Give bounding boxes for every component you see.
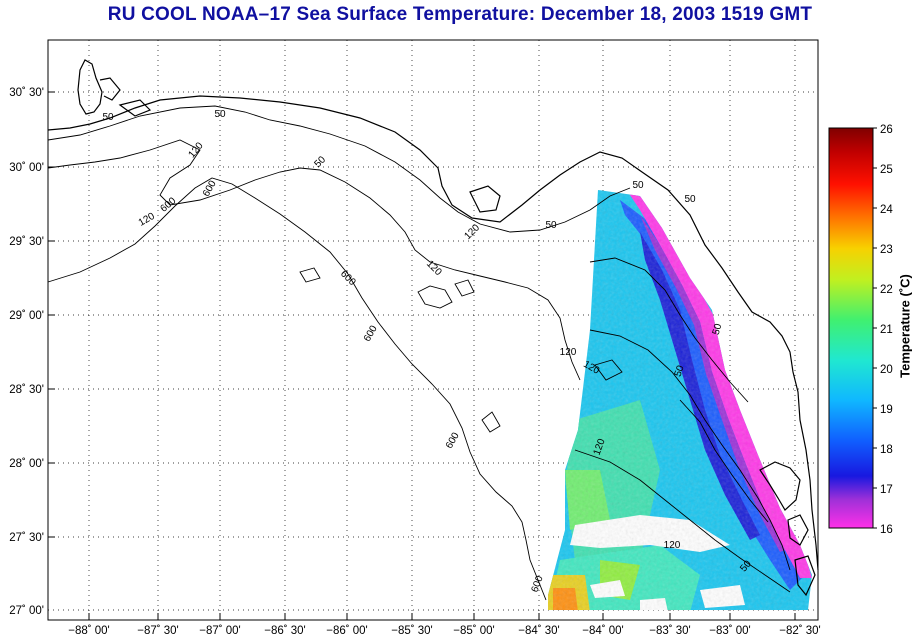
- longitude-tick-label: −83˚ 30': [649, 625, 691, 637]
- colorbar-tick-label: 17: [880, 484, 893, 496]
- latitude-tick-label: 30˚ 30': [9, 87, 44, 99]
- contour-depth-label: 120: [560, 347, 577, 358]
- contour-depth-label: 50: [673, 364, 687, 379]
- contour-depth-label: 120: [664, 540, 681, 551]
- contour-depth-label: 50: [545, 220, 557, 231]
- latitude-tick-label: 27˚ 30': [9, 532, 44, 544]
- latitude-labels: 30˚ 30' 30˚ 00' 29˚ 30' 29˚ 00' 28˚ 30' 28˚ 0…: [9, 87, 44, 617]
- colorbar-title: Temperature (˚C): [897, 274, 913, 378]
- latitude-tick-label: 29˚ 00': [9, 310, 44, 322]
- colorbar-scale: [828, 127, 874, 529]
- colorbar-tick-label: 24: [880, 204, 893, 216]
- latitude-tick-label: 29˚ 30': [9, 236, 44, 248]
- bathymetry-contours: [47, 105, 791, 601]
- longitude-tick-label: −86˚ 00': [326, 625, 368, 637]
- longitude-labels: −88˚ 00' −87˚ 30' −87˚ 00' −86˚ 30' −86˚ 00'…: [68, 625, 821, 637]
- colorbar-tick-label: 20: [880, 364, 893, 376]
- colorbar-tick-labels: 26 25 24 23 22 21 20 19 18 17 16: [873, 124, 893, 536]
- longitude-tick-label: −83˚ 00': [709, 625, 751, 637]
- contour-depth-label: 50: [214, 109, 226, 120]
- longitude-tick-label: −87˚ 00': [199, 625, 241, 637]
- frame-ticks: [48, 91, 796, 620]
- latitude-tick-label: 30˚ 00': [9, 162, 44, 174]
- longitude-tick-label: −82˚ 30': [779, 625, 821, 637]
- map-title: RU COOL NOAA–17 Sea Surface Temperature:…: [107, 4, 813, 25]
- contour-depth-label: 50: [711, 322, 725, 336]
- colorbar-tick-label: 22: [880, 284, 893, 296]
- colorbar-tick-label: 23: [880, 244, 893, 256]
- longitude-tick-label: −85˚ 30': [391, 625, 433, 637]
- colorbar-tick-label: 21: [880, 324, 893, 336]
- longitude-tick-label: −86˚ 30': [264, 625, 306, 637]
- longitude-tick-label: −84˚ 30': [518, 625, 560, 637]
- colorbar-tick-label: 19: [880, 404, 893, 416]
- colorbar-tick-label: 18: [880, 444, 893, 456]
- longitude-tick-label: −84˚ 00': [582, 625, 624, 637]
- contour-depth-label: 50: [632, 180, 644, 191]
- colorbar-tick-label: 16: [880, 524, 893, 536]
- longitude-tick-label: −87˚ 30': [137, 625, 179, 637]
- latitude-tick-label: 28˚ 00': [9, 458, 44, 470]
- contour-depth-label: 50: [102, 112, 114, 123]
- latitude-tick-label: 27˚ 00': [9, 605, 44, 617]
- longitude-tick-label: −85˚ 00': [453, 625, 495, 637]
- latitude-tick-label: 28˚ 30': [9, 384, 44, 396]
- colorbar-tick-label: 25: [880, 164, 893, 176]
- coastline: [47, 59, 819, 597]
- contour-depth-label: 50: [684, 194, 696, 205]
- colorbar-tick-label: 26: [880, 124, 893, 136]
- longitude-tick-label: −88˚ 00': [68, 625, 110, 637]
